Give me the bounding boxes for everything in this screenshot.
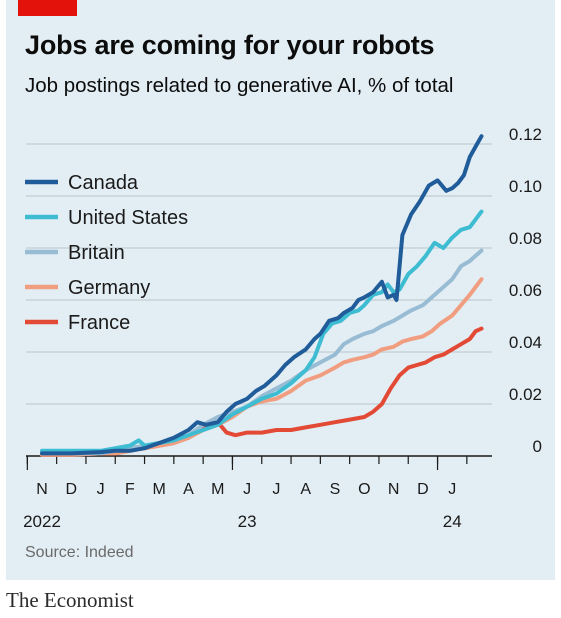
y-tick-label: 0.10 bbox=[509, 177, 542, 196]
x-tick-label: J bbox=[448, 481, 456, 498]
x-year-label: 24 bbox=[443, 512, 462, 531]
legend-label-united-states: United States bbox=[68, 207, 188, 229]
x-year-label: 23 bbox=[238, 512, 257, 531]
x-tick-label: N bbox=[388, 481, 400, 498]
legend-label-germany: Germany bbox=[68, 277, 150, 299]
y-tick-label: 0.08 bbox=[509, 229, 542, 248]
x-year-label: 2022 bbox=[23, 512, 61, 531]
x-tick-label: J bbox=[97, 481, 105, 498]
legend-label-france: France bbox=[68, 312, 130, 334]
chart-panel bbox=[6, 0, 555, 580]
y-tick-label: 0.06 bbox=[509, 281, 542, 300]
y-tick-label: 0.12 bbox=[509, 125, 542, 144]
chart-title: Jobs are coming for your robots bbox=[25, 30, 435, 60]
y-tick-label: 0.02 bbox=[509, 385, 542, 404]
source-note: Source: Indeed bbox=[25, 544, 134, 561]
brand-red-tag bbox=[18, 0, 77, 16]
y-tick-label: 0.04 bbox=[509, 333, 542, 352]
x-tick-label: S bbox=[330, 481, 341, 498]
y-tick-label: 0 bbox=[533, 437, 542, 456]
x-tick-label: A bbox=[183, 481, 194, 498]
x-tick-label: M bbox=[153, 481, 166, 498]
legend-label-canada: Canada bbox=[68, 172, 139, 194]
chart-subtitle: Job postings related to generative AI, %… bbox=[25, 74, 454, 97]
x-tick-label: J bbox=[272, 481, 280, 498]
x-tick-label: A bbox=[300, 481, 311, 498]
x-tick-label: O bbox=[358, 481, 370, 498]
economist-logo: The Economist bbox=[6, 588, 134, 612]
x-tick-label: J bbox=[243, 481, 251, 498]
legend-label-britain: Britain bbox=[68, 242, 125, 264]
series-line-france bbox=[40, 326, 484, 457]
series-line-canada bbox=[40, 134, 484, 456]
x-tick-label: D bbox=[66, 481, 78, 498]
x-tick-label: F bbox=[125, 481, 135, 498]
x-tick-label: N bbox=[36, 481, 48, 498]
x-tick-label: D bbox=[417, 481, 429, 498]
x-tick-label: M bbox=[211, 481, 224, 498]
